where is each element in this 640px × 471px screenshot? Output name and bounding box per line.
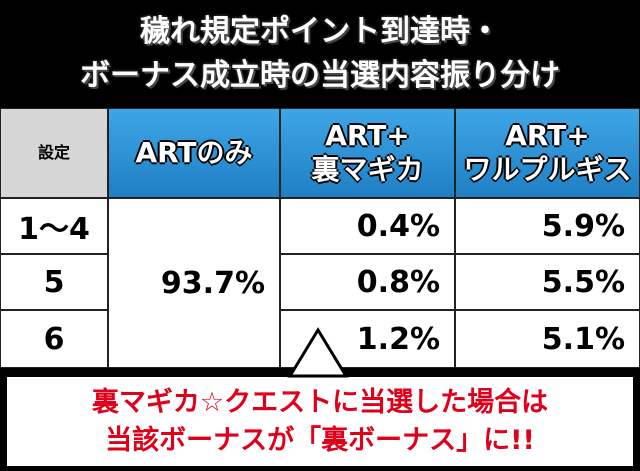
cell-value: 1.2%	[356, 321, 440, 357]
note-box: 裏マギカ☆クエストに当選した場合は 当該ボーナスが「裏ボーナス」に!!	[4, 374, 636, 469]
title: 穢れ規定ポイント到達時・ボーナス成立時の当選内容振り分け	[0, 0, 640, 108]
cell-value: 5.1%	[541, 321, 625, 357]
note-line: 裏マギカ☆クエストに当選した場合は	[91, 386, 549, 418]
header-cell: ART+ ワルプルギス	[455, 108, 640, 198]
title-line: ボーナス成立時の当選内容振り分け	[80, 58, 560, 93]
pointer	[287, 327, 349, 378]
header-text: ワルプルギス	[463, 153, 632, 186]
header-text: ARTのみ	[135, 136, 253, 169]
cell: 5.1%	[455, 310, 640, 368]
cell: 0.4%	[280, 198, 455, 254]
cell: 0.8%	[280, 254, 455, 310]
header-text: 裏マギカ	[311, 153, 424, 186]
header-text: ART+	[325, 119, 410, 152]
row-label: 1〜4	[0, 198, 108, 254]
header-cell: ART+ 裏マギカ	[280, 108, 455, 198]
cell: 5.5%	[455, 254, 640, 310]
cell-text: 1〜4	[18, 212, 90, 247]
header-text: ART+	[505, 119, 590, 152]
cell-text: 5	[43, 264, 65, 300]
title-line: 穢れ規定ポイント到達時・	[140, 14, 500, 49]
cell-value: 0.8%	[356, 264, 440, 300]
merged-cell: 93.7%	[108, 198, 280, 368]
cell-value: 5.5%	[541, 264, 625, 300]
cell-text: 6	[43, 321, 65, 357]
row-label: 5	[0, 254, 108, 310]
cell-value: 0.4%	[356, 208, 440, 244]
cell: 5.9%	[455, 198, 640, 254]
cell-value: 5.9%	[541, 208, 625, 244]
row-label: 6	[0, 310, 108, 368]
cell-value: 93.7%	[160, 265, 265, 301]
header-text: 設定	[37, 143, 70, 162]
note-line: 当該ボーナスが「裏ボーナス」に!!	[105, 424, 535, 456]
header-cell: ARTのみ	[108, 108, 280, 198]
header-cell: 設定	[0, 108, 108, 198]
